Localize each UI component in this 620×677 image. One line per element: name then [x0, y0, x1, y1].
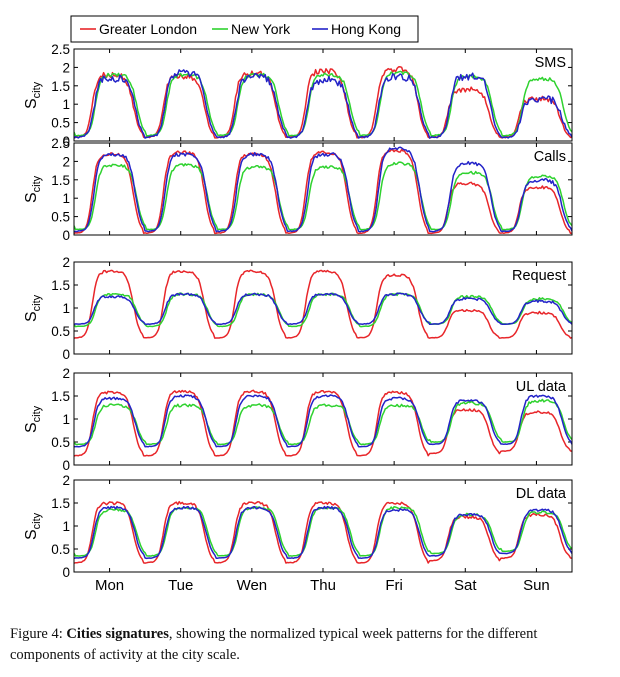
y-axis-label: Scity — [23, 512, 43, 540]
y-tick-label: 1 — [62, 519, 70, 534]
legend-label: New York — [231, 21, 291, 37]
day-label: Tue — [168, 577, 193, 594]
y-axis-label: Scity — [23, 175, 43, 203]
y-axis-label: Scity — [23, 294, 43, 322]
series-line-greater-london — [74, 389, 572, 457]
series-lines — [74, 66, 572, 139]
panel-sms: 0 0.5 1 1.5 2 2.5 Scity SMS — [23, 42, 573, 149]
series-line-hong-kong — [74, 505, 572, 560]
day-tick-labels: Mon Tue Wen Thu Fri Sat Sun — [95, 577, 550, 594]
day-label: Sun — [523, 577, 550, 594]
y-tick-label: 1.5 — [51, 496, 70, 511]
day-label: Thu — [310, 577, 336, 594]
cities-signatures-figure: Greater London New York Hong Kong 0 0.5 1 1.5… — [23, 15, 573, 594]
day-label: Fri — [385, 577, 403, 594]
panel-frame — [73, 48, 573, 142]
legend-box — [70, 15, 419, 43]
series-line-hong-kong — [74, 146, 572, 233]
panel-title: Request — [512, 268, 566, 284]
y-tick-label: 0.5 — [51, 116, 70, 131]
y-tick-label: 2.5 — [51, 136, 70, 151]
y-tick-label: 1 — [62, 191, 70, 206]
panel-request: 0 0.5 1 1.5 2 Scity Request — [23, 255, 573, 362]
panel-dl-data: 0 0.5 1 1.5 2 Scity DL data — [23, 473, 573, 580]
panel-frame — [73, 261, 573, 355]
y-tick-label: 1 — [62, 97, 70, 112]
series-lines — [74, 500, 572, 564]
caption-prefix: Figure 4: — [10, 626, 63, 642]
chart-panels: 0 0.5 1 1.5 2 2.5 Scity SMS 0 0.5 1 1.5 2 2.5 Scity Cal… — [23, 42, 573, 580]
y-axis-label: Scity — [23, 405, 43, 433]
series-line-hong-kong — [74, 292, 572, 326]
panel-frame — [73, 142, 573, 236]
series-line-greater-london — [74, 66, 572, 139]
series-lines — [74, 146, 572, 235]
panel-ul-data: 0 0.5 1 1.5 2 Scity UL data — [23, 366, 573, 473]
caption-rest: , showing the normalized typical week pa… — [10, 626, 538, 663]
y-tick-label: 2 — [62, 60, 70, 75]
panel-title: DL data — [516, 486, 567, 502]
panel-frame — [73, 479, 573, 573]
series-line-hong-kong — [74, 394, 572, 448]
series-line-greater-london — [74, 500, 572, 564]
y-tick-label: 2 — [62, 154, 70, 169]
y-tick-label: 0 — [62, 134, 70, 149]
y-axis-label: Scity — [23, 81, 43, 109]
caption-bold: Cities signatures — [66, 626, 169, 642]
y-tick-label: 1.5 — [51, 79, 70, 94]
day-label: Mon — [95, 577, 124, 594]
y-tick-label: 1.5 — [51, 278, 70, 293]
y-tick-label: 0 — [62, 228, 70, 243]
day-label: Wen — [237, 577, 268, 594]
y-tick-label: 0 — [62, 458, 70, 473]
panel-title: UL data — [516, 379, 567, 395]
y-tick-label: 2 — [62, 473, 70, 488]
panel-title: Calls — [534, 149, 566, 165]
legend-label: Greater London — [99, 21, 197, 37]
panel-calls: 0 0.5 1 1.5 2 2.5 Scity Calls — [23, 136, 573, 243]
y-tick-label: 0 — [62, 347, 70, 362]
y-tick-label: 0.5 — [51, 542, 70, 557]
legend-label: Hong Kong — [331, 21, 401, 37]
series-lines — [74, 389, 572, 457]
panel-frame — [73, 372, 573, 466]
panel-title: SMS — [535, 55, 566, 71]
series-line-new-york — [74, 505, 572, 557]
y-tick-label: 2.5 — [51, 42, 70, 57]
series-line-hong-kong — [74, 69, 572, 139]
y-tick-label: 0 — [62, 565, 70, 580]
y-tick-label: 0.5 — [51, 210, 70, 225]
series-line-greater-london — [74, 269, 572, 339]
y-tick-label: 1.5 — [51, 389, 70, 404]
series-line-new-york — [74, 161, 572, 231]
day-label: Sat — [454, 577, 477, 594]
y-tick-label: 2 — [62, 366, 70, 381]
figure-caption: Figure 4: Cities signatures, showing the… — [10, 624, 610, 666]
legend: Greater London New York Hong Kong — [70, 15, 419, 43]
y-tick-label: 2 — [62, 255, 70, 270]
y-tick-label: 0.5 — [51, 435, 70, 450]
series-lines — [74, 269, 572, 339]
y-tick-label: 1 — [62, 301, 70, 316]
y-tick-label: 1 — [62, 412, 70, 427]
y-tick-label: 0.5 — [51, 324, 70, 339]
y-tick-label: 1.5 — [51, 173, 70, 188]
